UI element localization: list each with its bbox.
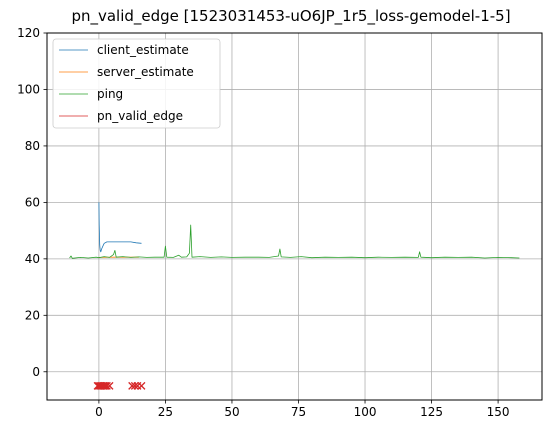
y-tick-label: 100 — [17, 82, 40, 96]
legend-label-ping: ping — [97, 87, 123, 101]
y-tick-label: 20 — [25, 308, 40, 322]
y-tick-label: 0 — [32, 365, 40, 379]
chart-title: pn_valid_edge [1523031453-uO6JP_1r5_loss… — [71, 7, 510, 26]
y-tick-label: 60 — [25, 195, 40, 209]
x-tick-label: 100 — [354, 405, 377, 419]
legend-label-server-estimate: server_estimate — [97, 65, 194, 79]
x-tick-label: 75 — [291, 405, 306, 419]
x-tick-label: 0 — [95, 405, 103, 419]
x-tick-label: 25 — [158, 405, 173, 419]
y-tick-label: 40 — [25, 252, 40, 266]
y-tick-label: 80 — [25, 139, 40, 153]
x-tick-label: 125 — [420, 405, 443, 419]
legend-label-client-estimate: client_estimate — [97, 43, 189, 57]
legend-label-pn-valid-edge: pn_valid_edge — [97, 109, 183, 123]
x-tick-label: 50 — [224, 405, 239, 419]
x-tick-label: 150 — [487, 405, 510, 419]
y-tick-label: 120 — [17, 26, 40, 40]
